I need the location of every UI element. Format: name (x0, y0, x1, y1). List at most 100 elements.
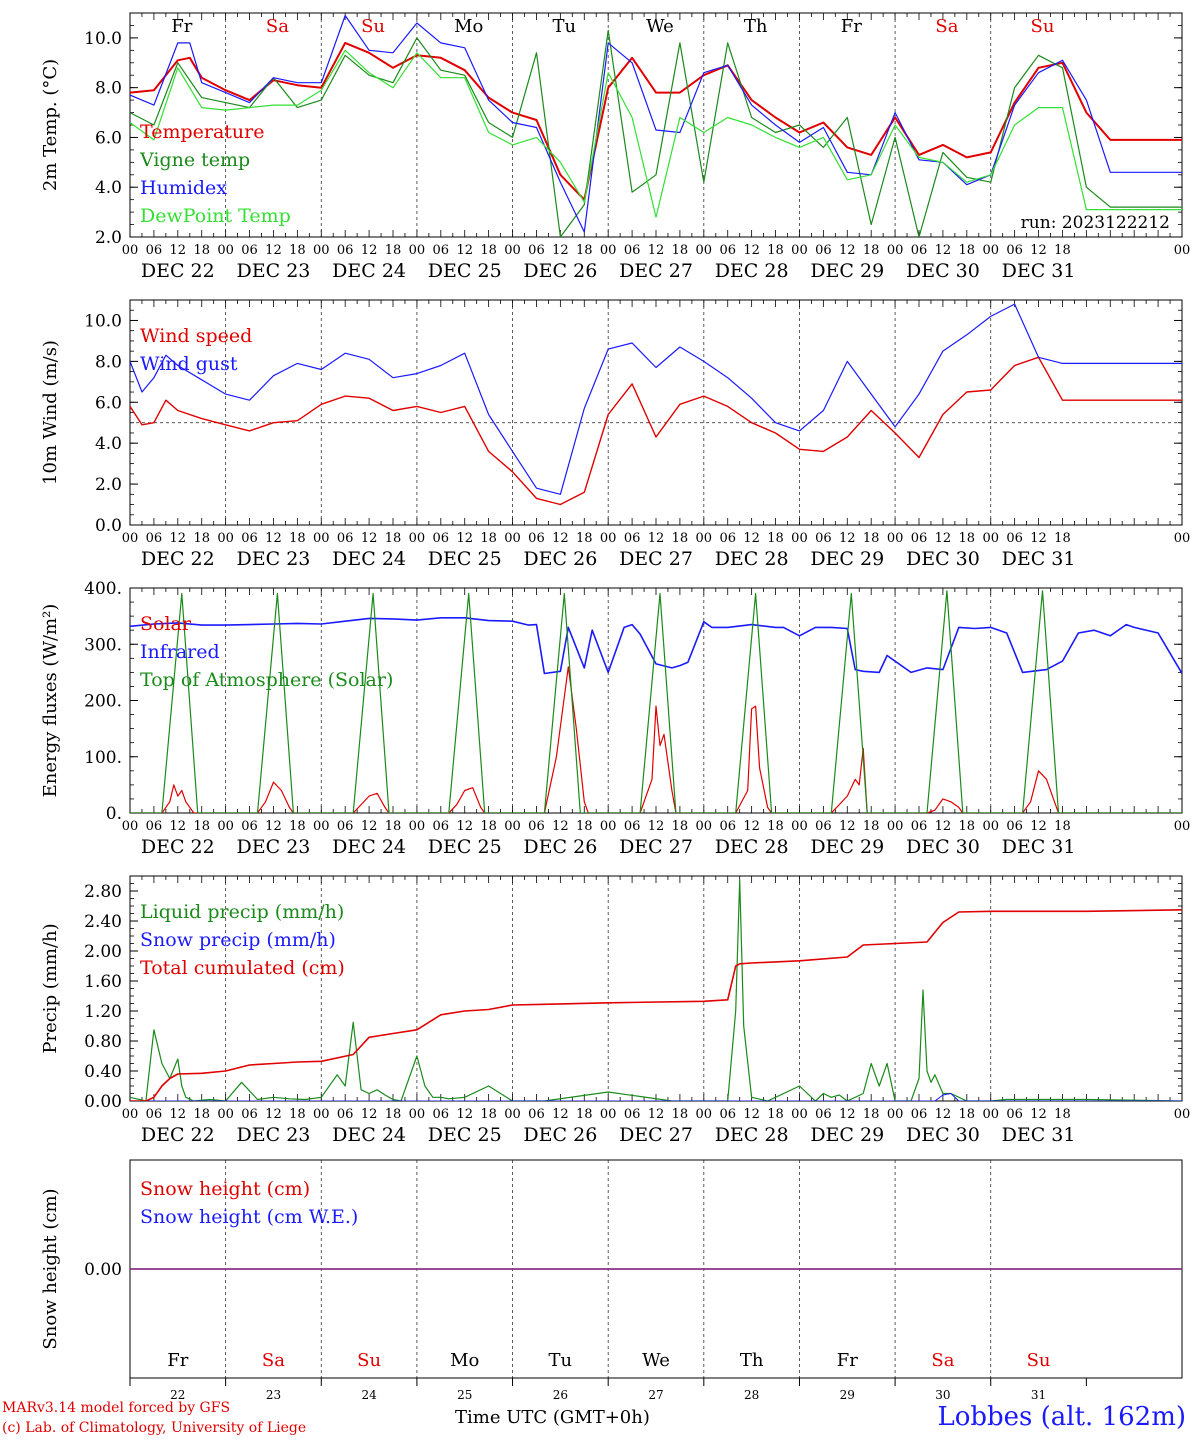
hour-tick-label: 12 (839, 819, 856, 834)
legend-entry: DewPoint Temp (140, 205, 291, 227)
day-name-bottom: Su (1027, 1350, 1051, 1371)
series-line-4-1 (130, 879, 1182, 1101)
hour-tick-label: 18 (959, 1107, 976, 1122)
legend-entry: Humidex (140, 177, 227, 199)
date-label: DEC 26 (523, 260, 597, 282)
hour-tick-label: 12 (361, 819, 378, 834)
hour-tick-label: 18 (289, 531, 306, 546)
hour-tick-label: 12 (361, 531, 378, 546)
date-label: DEC 30 (906, 1124, 980, 1146)
panel-frame (129, 299, 1183, 526)
hour-tick-label: 18 (863, 243, 880, 258)
hour-tick-label: 18 (959, 819, 976, 834)
y-axis-label: 2m Temp. (°C) (40, 59, 61, 191)
hour-tick-label: 18 (193, 243, 210, 258)
hour-tick-label: 12 (361, 243, 378, 258)
day-name-top: Th (744, 16, 768, 37)
hour-tick-label: 00 (982, 819, 999, 834)
day-name-top: We (646, 16, 674, 37)
y-tick-label: 6.0 (95, 128, 122, 148)
hour-tick-label: 18 (672, 1107, 689, 1122)
panel-3 (129, 587, 1183, 814)
hour-tick-label: 06 (911, 1107, 928, 1122)
hour-tick-label: 18 (576, 531, 593, 546)
date-label: DEC 29 (810, 1124, 884, 1146)
hour-tick-label: 00 (313, 1107, 330, 1122)
hour-tick-label: 06 (911, 243, 928, 258)
hour-tick-label: 00 (122, 243, 139, 258)
day-number: 26 (553, 1388, 568, 1402)
hour-tick-label: 00 (504, 819, 521, 834)
hour-tick-label: 06 (337, 819, 354, 834)
day-name-bottom: Sa (931, 1350, 954, 1371)
legend-entry: Vigne temp (139, 149, 250, 171)
hour-tick-label: 00 (1174, 531, 1191, 546)
date-label: DEC 25 (428, 260, 502, 282)
series-line-3-2 (130, 616, 1182, 675)
date-label: DEC 31 (1002, 260, 1076, 282)
hour-tick-label: 12 (648, 1107, 665, 1122)
series-line-4-2 (130, 1093, 1182, 1101)
y-tick-label: 10.0 (84, 311, 122, 331)
y-tick-label: 6.0 (95, 393, 122, 413)
series-line-1-3 (130, 14, 1182, 233)
date-label: DEC 27 (619, 1124, 693, 1146)
day-number: 27 (648, 1388, 663, 1402)
hour-tick-label: 00 (1174, 819, 1191, 834)
hour-tick-label: 00 (409, 819, 426, 834)
hour-tick-label: 12 (170, 1107, 187, 1122)
hour-tick-label: 18 (576, 819, 593, 834)
day-number: 25 (457, 1388, 472, 1402)
date-label: DEC 26 (523, 836, 597, 858)
hour-tick-label: 12 (743, 1107, 760, 1122)
hour-tick-label: 00 (982, 243, 999, 258)
y-tick-label: 200. (84, 692, 122, 712)
hour-tick-label: 18 (193, 1107, 210, 1122)
hour-tick-label: 00 (887, 531, 904, 546)
series-line-3-1 (130, 666, 1182, 813)
date-label: DEC 22 (141, 548, 215, 570)
hour-tick-label: 18 (767, 531, 784, 546)
hour-tick-label: 00 (887, 1107, 904, 1122)
hour-tick-label: 12 (265, 819, 282, 834)
hour-tick-label: 12 (839, 243, 856, 258)
hour-tick-label: 12 (170, 819, 187, 834)
date-label: DEC 25 (428, 1124, 502, 1146)
hour-tick-label: 06 (719, 819, 736, 834)
y-tick-label: 4.0 (95, 178, 122, 198)
hour-tick-label: 06 (241, 819, 258, 834)
hour-tick-label: 12 (839, 531, 856, 546)
hour-tick-label: 00 (504, 1107, 521, 1122)
hour-tick-label: 18 (480, 1107, 497, 1122)
hour-tick-label: 18 (289, 1107, 306, 1122)
hour-tick-label: 18 (576, 1107, 593, 1122)
hour-tick-label: 12 (935, 531, 952, 546)
y-axis-label: Energy fluxes (W/m²) (40, 604, 61, 798)
legend-entry: Liquid precip (mm/h) (140, 901, 344, 923)
legend-entry: Wind speed (140, 325, 252, 347)
hour-tick-label: 18 (767, 819, 784, 834)
hour-tick-label: 00 (696, 243, 713, 258)
hour-tick-label: 00 (217, 243, 234, 258)
date-label: DEC 25 (428, 836, 502, 858)
day-number: 30 (935, 1388, 950, 1402)
day-number: 31 (1031, 1388, 1046, 1402)
station-label: Lobbes (alt. 162m) (937, 1402, 1186, 1432)
y-tick-label: 2.0 (95, 228, 122, 248)
hour-tick-label: 12 (552, 531, 569, 546)
hour-tick-label: 00 (600, 819, 617, 834)
y-tick-label: 0.80 (84, 1032, 122, 1052)
date-label: DEC 29 (810, 836, 884, 858)
date-label: DEC 24 (332, 548, 406, 570)
hour-tick-label: 12 (648, 531, 665, 546)
hour-tick-label: 00 (122, 819, 139, 834)
hour-tick-label: 18 (385, 531, 402, 546)
hour-tick-label: 06 (241, 1107, 258, 1122)
date-label: DEC 31 (1002, 836, 1076, 858)
hour-tick-label: 00 (600, 531, 617, 546)
hour-tick-label: 00 (791, 531, 808, 546)
legend-entry: Total cumulated (cm) (140, 957, 345, 979)
y-axis-label: Precip (mm/h) (40, 923, 61, 1053)
hour-tick-label: 00 (217, 531, 234, 546)
